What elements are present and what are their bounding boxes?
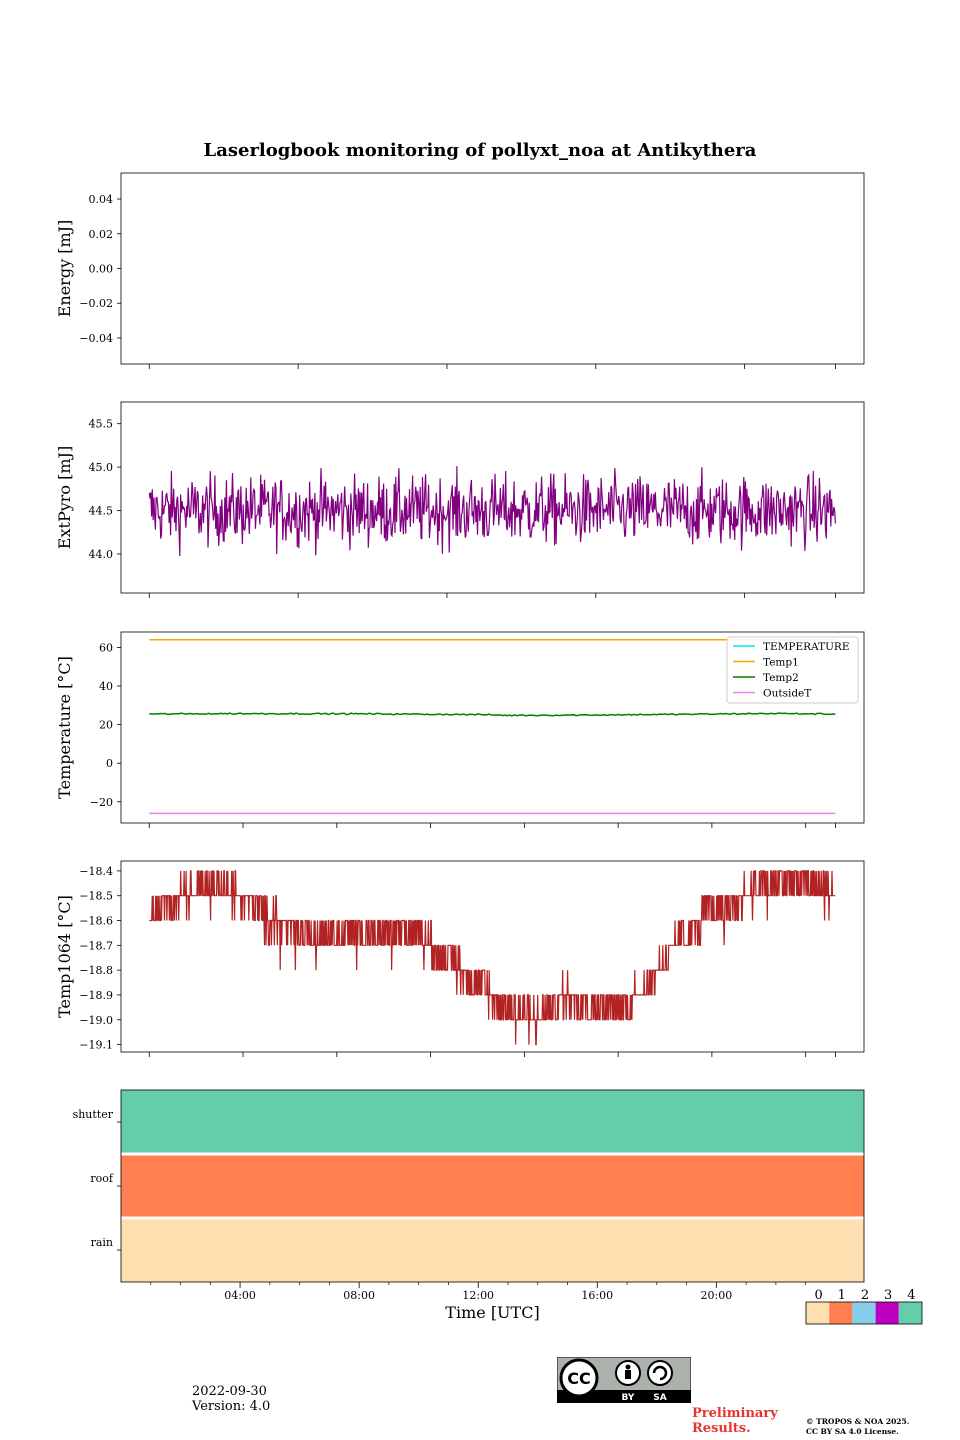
colorbar-tick-label: 0	[814, 1288, 822, 1303]
y-tick-label: −0.02	[79, 297, 113, 310]
panel-5-status: shutter roof rain 04:00 08:00 12:00 16:00 20:00…	[73, 1089, 923, 1325]
footer-date: 2022-09-30	[192, 1384, 267, 1399]
status-label-shutter: shutter	[73, 1108, 114, 1121]
y-tick-label: 0.00	[89, 263, 114, 276]
y-axis-label: ExtPyro [mJ]	[55, 446, 74, 549]
preliminary-line1: Preliminary	[692, 1406, 778, 1421]
colorbar-cell	[852, 1302, 876, 1324]
y-tick-label: 44.5	[89, 505, 114, 518]
colorbar-frame	[805, 1301, 923, 1325]
legend-label: OutsideT	[763, 688, 811, 700]
legend: TEMPERATURE Temp1 Temp2 OutsideT	[726, 636, 859, 704]
colorbar-tick-label: 2	[861, 1288, 869, 1303]
panel-frame	[120, 1089, 865, 1283]
footer-date-version: 2022-09-30 Version: 4.0	[192, 1384, 270, 1414]
sa-text: SA	[653, 1393, 666, 1403]
panel-frame	[120, 631, 865, 824]
legend-label: TEMPERATURE	[763, 641, 850, 653]
chart-title: Laserlogbook monitoring of pollyxt_noa a…	[203, 140, 757, 161]
panel-4: −18.4 −18.5 −18.6 −18.7 −18.8 −18.9 −19.0 −19.1…	[55, 860, 865, 1057]
y-tick-label: 20	[99, 719, 113, 732]
y-tick-label: −18.8	[79, 964, 113, 977]
x-tick-label: 16:00	[581, 1289, 613, 1302]
plot-area	[149, 638, 836, 815]
y-tick-label: −19.0	[79, 1014, 113, 1027]
temp1064-line	[149, 870, 836, 1046]
colorbar-cell	[829, 1302, 853, 1324]
panel-frame	[120, 172, 865, 365]
legend-label: Temp2	[763, 672, 799, 684]
y-tick-label: −18.6	[79, 915, 113, 928]
y-tick-label: −18.5	[79, 890, 113, 903]
legend-box	[726, 636, 859, 704]
preliminary-line2: Results.	[692, 1421, 751, 1436]
y-tick-label: 45.5	[89, 418, 114, 431]
y-tick-label: 0.02	[89, 228, 114, 241]
y-tick-label: −0.04	[79, 332, 113, 345]
y-tick-label: 45.0	[89, 461, 114, 474]
preliminary-note: Preliminary Results.	[692, 1406, 778, 1436]
y-tick-label: −20	[90, 796, 113, 809]
copyright-line2: CC BY SA 4.0 License.	[806, 1427, 899, 1436]
plot-area	[149, 870, 836, 1046]
panel-1: 0.04 0.02 0.00 −0.02 −0.04 Energy [mJ]	[55, 172, 865, 369]
series-line-temp2	[149, 712, 836, 717]
colorbar-cell	[875, 1302, 899, 1324]
x-axis-label: Time [UTC]	[445, 1303, 539, 1322]
panel-3: 60 40 20 0 −20 Temperature [°C] TEMPERATURE Tem…	[55, 631, 865, 828]
x-tick-label: 20:00	[701, 1289, 733, 1302]
panel-frame	[120, 401, 865, 594]
y-tick-label: −18.9	[79, 989, 113, 1002]
status-band-shutter	[121, 1090, 864, 1154]
legend-label: Temp1	[763, 657, 799, 669]
y-tick-label: −19.1	[79, 1039, 113, 1052]
extpyro-line	[148, 466, 836, 557]
copyright-note: © TROPOS & NOA 2025. CC BY SA 4.0 Licens…	[806, 1417, 909, 1437]
colorbar-cell	[898, 1302, 922, 1324]
y-axis-label: Temp1064 [°C]	[55, 895, 74, 1018]
y-tick-label: 44.0	[89, 548, 114, 561]
footer-version: Version: 4.0	[192, 1399, 271, 1414]
y-axis-label: Energy [mJ]	[55, 220, 74, 318]
y-tick-label: 0	[106, 757, 113, 770]
x-tick-label: 04:00	[224, 1289, 256, 1302]
colorbar-cell	[806, 1302, 830, 1324]
x-tick-label: 12:00	[462, 1289, 494, 1302]
panel-frame	[120, 860, 865, 1053]
colorbar-tick-label: 4	[907, 1288, 915, 1303]
x-tick-label: 08:00	[343, 1289, 375, 1302]
y-tick-label: −18.4	[79, 865, 113, 878]
by-text: BY	[622, 1393, 635, 1403]
status-label-roof: roof	[90, 1172, 114, 1185]
y-tick-label: 40	[99, 680, 113, 693]
copyright-line1: © TROPOS & NOA 2025.	[806, 1417, 910, 1426]
colorbar-tick-label: 3	[884, 1288, 892, 1303]
y-tick-label: −18.7	[79, 939, 113, 952]
plot-area	[148, 466, 836, 557]
status-band-rain	[121, 1218, 864, 1282]
cc-text: CC	[567, 1369, 590, 1388]
y-tick-label: 0.04	[89, 193, 114, 206]
status-label-rain: rain	[91, 1236, 113, 1249]
panel-2: 45.5 45.0 44.5 44.0 ExtPyro [mJ]	[55, 401, 865, 598]
cc-by-sa-logo: CC BY SA	[557, 1357, 691, 1403]
y-tick-label: 60	[99, 641, 113, 654]
y-axis-label: Temperature [°C]	[55, 656, 74, 799]
status-band-roof	[121, 1154, 864, 1218]
colorbar-tick-label: 1	[838, 1288, 846, 1303]
